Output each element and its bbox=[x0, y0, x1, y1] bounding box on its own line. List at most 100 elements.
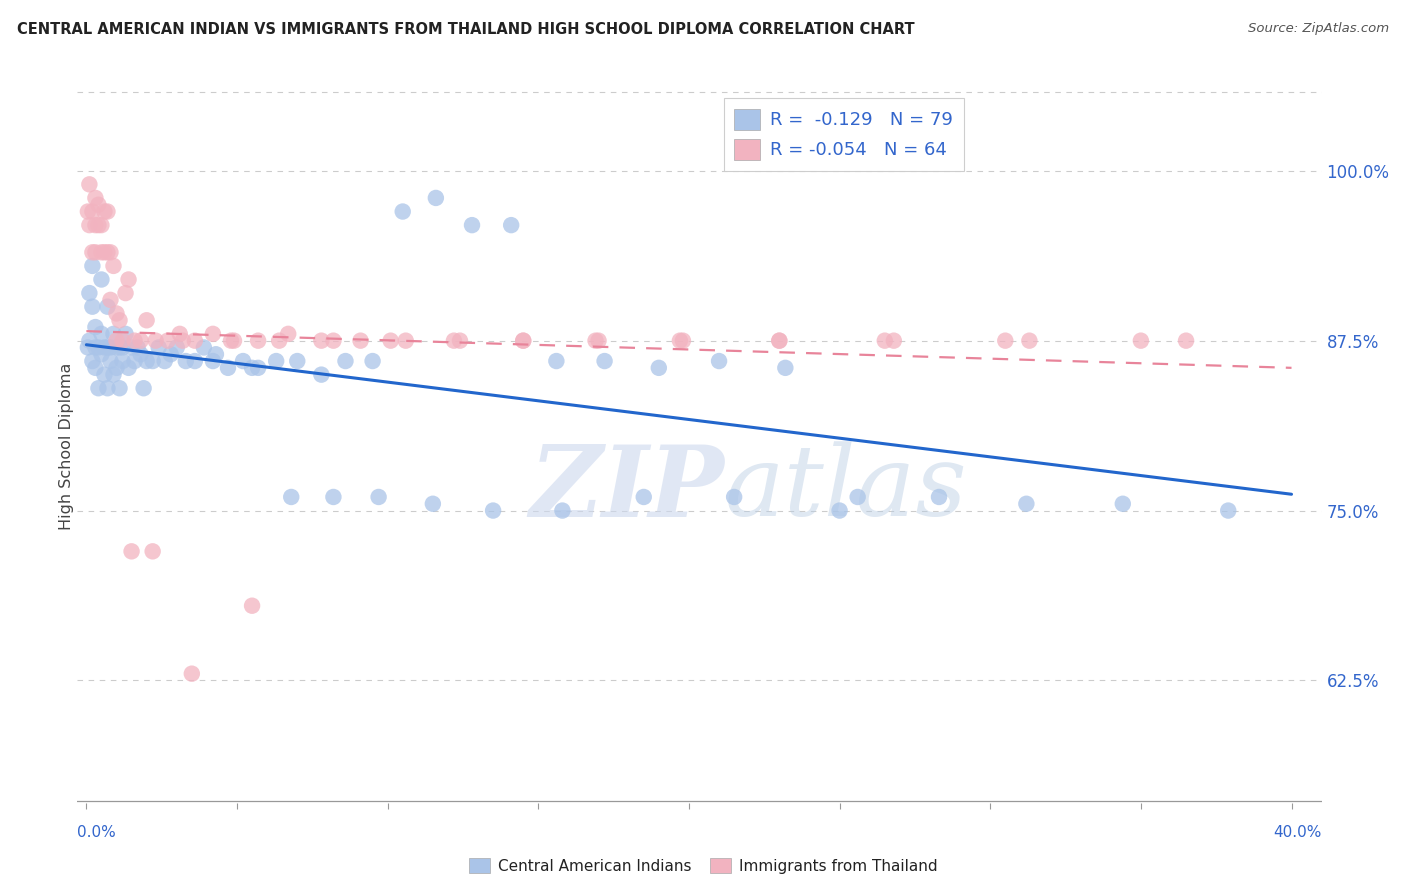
Point bbox=[96, 341, 118, 355]
Point bbox=[105, 334, 128, 348]
Point bbox=[247, 334, 270, 348]
Point bbox=[501, 218, 523, 232]
Point bbox=[84, 360, 107, 375]
Text: ZIP: ZIP bbox=[530, 441, 724, 537]
Point bbox=[96, 245, 118, 260]
Point bbox=[76, 204, 98, 219]
Point bbox=[551, 503, 574, 517]
Point bbox=[846, 490, 869, 504]
Text: 0.0%: 0.0% bbox=[77, 825, 117, 840]
Point bbox=[588, 334, 610, 348]
Point bbox=[159, 347, 181, 361]
Point bbox=[828, 503, 851, 517]
Point bbox=[240, 599, 263, 613]
Point bbox=[482, 503, 505, 517]
Point bbox=[648, 360, 671, 375]
Point bbox=[184, 354, 207, 368]
Point bbox=[883, 334, 905, 348]
Point bbox=[672, 334, 695, 348]
Point bbox=[443, 334, 465, 348]
Point bbox=[184, 334, 207, 348]
Point bbox=[380, 334, 402, 348]
Point bbox=[96, 300, 118, 314]
Point bbox=[247, 360, 270, 375]
Point bbox=[217, 360, 239, 375]
Point bbox=[169, 326, 191, 341]
Point bbox=[124, 334, 146, 348]
Point bbox=[219, 334, 242, 348]
Legend: R =  -0.129   N = 79, R = -0.054   N = 64: R = -0.129 N = 79, R = -0.054 N = 64 bbox=[724, 98, 965, 170]
Point bbox=[928, 490, 950, 504]
Point bbox=[96, 381, 118, 395]
Point bbox=[76, 341, 98, 355]
Point bbox=[111, 341, 134, 355]
Point bbox=[87, 218, 110, 232]
Point bbox=[205, 347, 228, 361]
Point bbox=[669, 334, 692, 348]
Point bbox=[93, 341, 115, 355]
Point bbox=[142, 354, 165, 368]
Point bbox=[461, 218, 484, 232]
Point bbox=[100, 293, 122, 307]
Point bbox=[707, 354, 730, 368]
Point bbox=[111, 334, 134, 348]
Point bbox=[124, 354, 146, 368]
Point bbox=[768, 334, 790, 348]
Point bbox=[105, 341, 128, 355]
Point bbox=[145, 334, 167, 348]
Point bbox=[280, 490, 302, 504]
Point bbox=[269, 334, 291, 348]
Point bbox=[84, 191, 107, 205]
Point bbox=[1218, 503, 1240, 517]
Point bbox=[449, 334, 471, 348]
Point bbox=[361, 354, 384, 368]
Point bbox=[87, 341, 110, 355]
Point bbox=[1018, 334, 1040, 348]
Point bbox=[127, 341, 149, 355]
Point bbox=[93, 245, 115, 260]
Point bbox=[201, 354, 224, 368]
Point bbox=[117, 272, 139, 286]
Point bbox=[114, 286, 136, 301]
Text: CENTRAL AMERICAN INDIAN VS IMMIGRANTS FROM THAILAND HIGH SCHOOL DIPLOMA CORRELAT: CENTRAL AMERICAN INDIAN VS IMMIGRANTS FR… bbox=[17, 22, 914, 37]
Point bbox=[277, 326, 299, 341]
Point bbox=[232, 354, 254, 368]
Point bbox=[512, 334, 534, 348]
Point bbox=[84, 341, 107, 355]
Point bbox=[322, 490, 344, 504]
Point bbox=[90, 218, 112, 232]
Point bbox=[994, 334, 1017, 348]
Point bbox=[311, 368, 333, 382]
Point bbox=[87, 198, 110, 212]
Point bbox=[90, 326, 112, 341]
Point bbox=[84, 218, 107, 232]
Point bbox=[79, 178, 101, 192]
Point bbox=[114, 326, 136, 341]
Point bbox=[82, 354, 104, 368]
Point bbox=[264, 354, 287, 368]
Point bbox=[79, 334, 101, 348]
Point bbox=[775, 360, 797, 375]
Point bbox=[105, 306, 128, 320]
Point bbox=[1015, 497, 1038, 511]
Point bbox=[132, 381, 155, 395]
Point bbox=[135, 354, 157, 368]
Point bbox=[129, 347, 152, 361]
Point bbox=[768, 334, 790, 348]
Point bbox=[1175, 334, 1198, 348]
Point bbox=[90, 347, 112, 361]
Point bbox=[153, 354, 176, 368]
Point bbox=[391, 204, 413, 219]
Point bbox=[93, 368, 115, 382]
Text: Source: ZipAtlas.com: Source: ZipAtlas.com bbox=[1249, 22, 1389, 36]
Point bbox=[172, 334, 194, 348]
Point bbox=[1112, 497, 1135, 511]
Point bbox=[723, 490, 745, 504]
Point bbox=[105, 360, 128, 375]
Point bbox=[873, 334, 896, 348]
Point bbox=[174, 354, 197, 368]
Point bbox=[96, 204, 118, 219]
Point bbox=[546, 354, 568, 368]
Point bbox=[121, 341, 143, 355]
Point bbox=[84, 320, 107, 334]
